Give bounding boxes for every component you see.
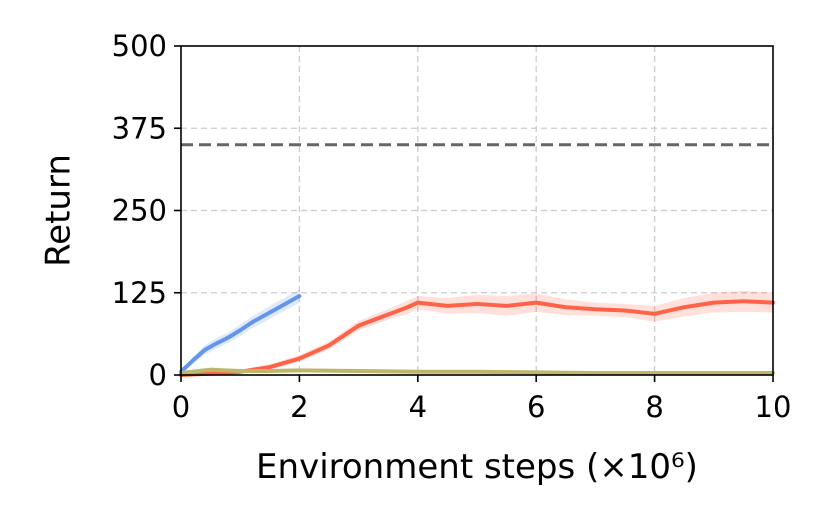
x-axis-label: Environment steps (×10⁶) <box>256 447 698 487</box>
y-axis-ticks: 0 125 250 375 500 <box>112 29 181 392</box>
x-axis-ticks: 0 2 4 6 8 10 <box>172 375 792 424</box>
x-tick-label: 2 <box>290 390 308 424</box>
y-tick-label: 125 <box>112 276 167 310</box>
y-axis-label: Return <box>39 154 79 267</box>
series-line-0 <box>179 294 302 374</box>
x-tick-label: 10 <box>755 390 792 424</box>
y-tick-label: 250 <box>112 194 167 228</box>
grid <box>181 46 773 375</box>
y-tick-label: 375 <box>112 111 167 145</box>
y-tick-label: 0 <box>149 358 167 392</box>
x-tick-label: 0 <box>172 390 190 424</box>
series-lines <box>179 294 775 377</box>
x-tick-label: 8 <box>645 390 663 424</box>
x-tick-label: 4 <box>409 390 427 424</box>
y-tick-label: 500 <box>112 29 167 63</box>
series-line-1 <box>179 299 775 377</box>
series-line-2 <box>179 367 775 376</box>
x-tick-label: 6 <box>527 390 545 424</box>
